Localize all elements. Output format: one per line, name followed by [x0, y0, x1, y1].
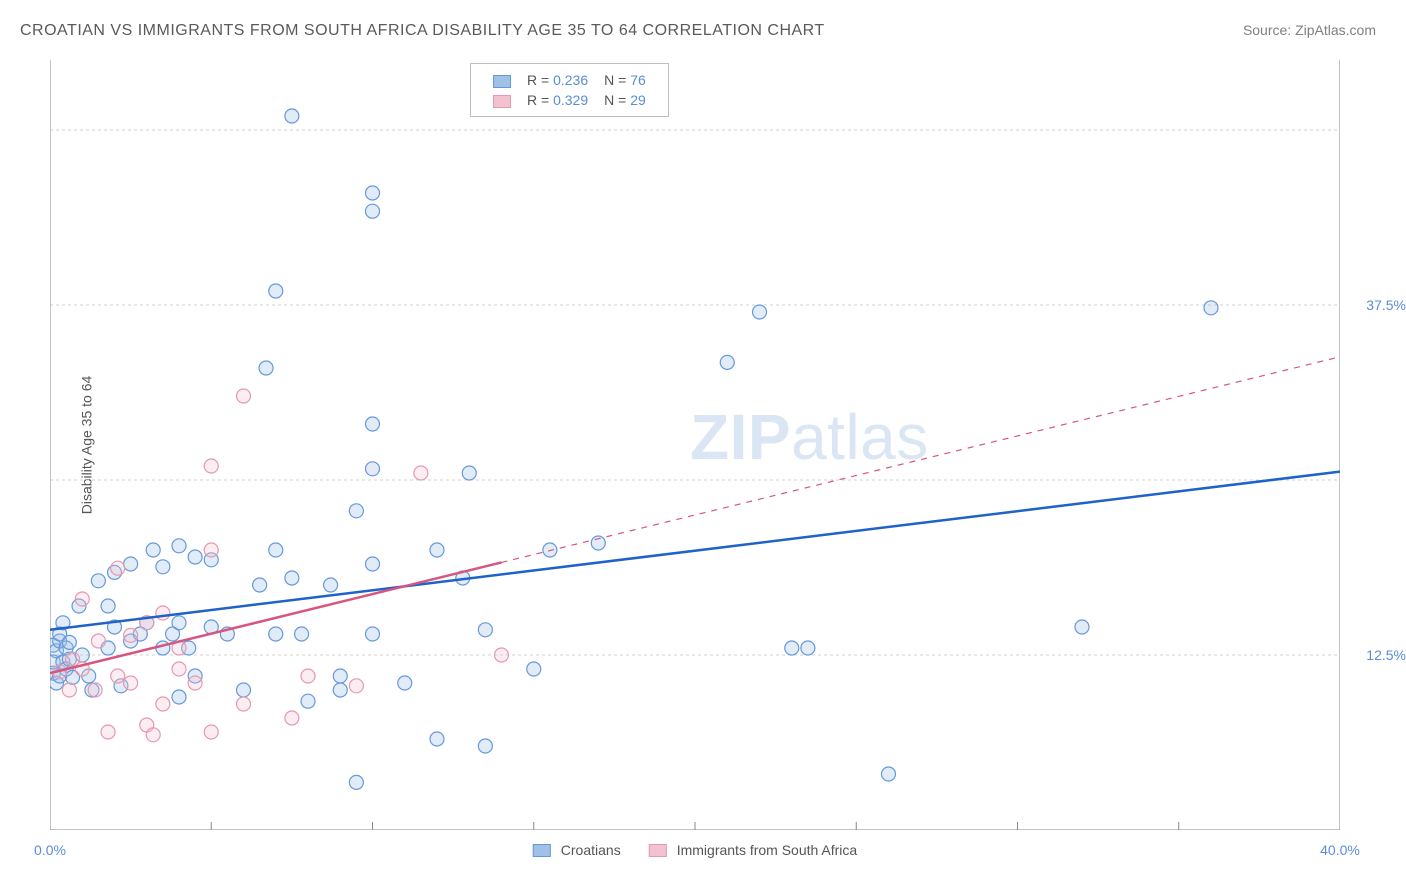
source-prefix: Source: — [1243, 22, 1295, 38]
legend-n-value: 29 — [630, 92, 646, 108]
x-tick-label: 0.0% — [34, 842, 66, 858]
y-tick-label: 37.5% — [1366, 297, 1406, 313]
legend-r-value: 0.236 — [553, 72, 588, 88]
x-tick-label: 40.0% — [1320, 842, 1360, 858]
source-attribution: Source: ZipAtlas.com — [1243, 22, 1376, 38]
legend-series-label: Croatians — [561, 842, 621, 858]
legend-r-label: R = 0.236 — [519, 70, 596, 90]
chart-area: Disability Age 35 to 64 ZIPatlas R = 0.2… — [50, 60, 1340, 830]
legend-swatch — [649, 844, 667, 857]
legend-r-value: 0.329 — [553, 92, 588, 108]
series-legend: Croatians Immigrants from South Africa — [533, 842, 857, 858]
legend-swatch — [533, 844, 551, 857]
legend-series-label: Immigrants from South Africa — [677, 842, 858, 858]
legend-n-label: N = 76 — [596, 70, 654, 90]
legend-n-label: N = 29 — [596, 90, 654, 110]
legend-n-value: 76 — [630, 72, 646, 88]
legend-item: Croatians — [533, 842, 621, 858]
legend-swatch — [493, 75, 511, 88]
scatter-plot — [50, 60, 1340, 830]
source-name: ZipAtlas.com — [1295, 22, 1376, 38]
legend-r-label: R = 0.329 — [519, 90, 596, 110]
chart-title: CROATIAN VS IMMIGRANTS FROM SOUTH AFRICA… — [20, 22, 825, 40]
legend-item: Immigrants from South Africa — [649, 842, 858, 858]
y-tick-label: 12.5% — [1366, 647, 1406, 663]
legend-swatch — [493, 95, 511, 108]
stats-legend: R = 0.236N = 76R = 0.329N = 29 — [470, 63, 669, 117]
